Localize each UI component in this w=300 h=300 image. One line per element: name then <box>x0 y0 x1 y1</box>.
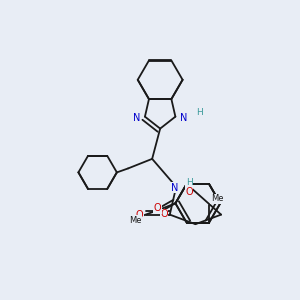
Text: N: N <box>171 182 178 193</box>
Text: Me: Me <box>129 215 142 224</box>
Text: O: O <box>160 209 168 219</box>
Text: Me: Me <box>211 194 223 203</box>
Text: O: O <box>136 210 143 220</box>
Text: H: H <box>196 108 203 117</box>
Text: O: O <box>185 187 193 197</box>
Text: N: N <box>133 113 141 123</box>
Text: N: N <box>180 113 187 123</box>
Text: O: O <box>154 203 162 213</box>
Text: H: H <box>186 178 192 187</box>
